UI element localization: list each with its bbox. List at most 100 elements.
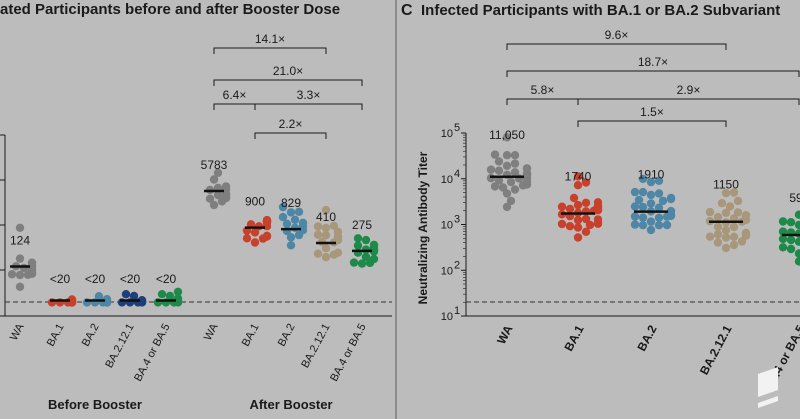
data-point-ba-2-12-1 (721, 233, 731, 242)
data-point-after-booster-wa (213, 168, 223, 177)
panel-c-title: Infected Participants with BA.1 or BA.2 … (421, 2, 780, 19)
data-point-ba-2 (638, 221, 648, 230)
panel-c-ytick-label: 10 (441, 265, 453, 277)
comparison-wa-vs-ba-1-label: 5.8× (531, 83, 555, 97)
data-point-before-booster-ba-4-or-ba-5 (173, 287, 183, 296)
data-point-after-booster-wa (221, 182, 231, 191)
data-point-ba-2 (666, 206, 676, 216)
data-point-after-booster-wa (205, 194, 215, 203)
data-point-after-booster-ba-4-or-ba-5 (369, 254, 379, 264)
data-point-wa (498, 183, 508, 192)
data-point-ba-1 (569, 193, 579, 203)
data-point-after-booster-ba-4-or-ba-5 (361, 252, 371, 262)
data-point-wa (490, 150, 500, 159)
data-point-ba-4-or-ba-5 (794, 220, 800, 230)
data-point-before-booster-ba-2 (94, 292, 104, 301)
data-point-after-booster-ba-1 (250, 228, 260, 237)
data-point-before-booster-ba-4-or-ba-5 (157, 290, 167, 299)
gmt-label-before-booster-ba-1: <20 (50, 272, 71, 286)
data-point-ba-2-12-1 (721, 226, 731, 235)
group-label-before-booster: Before Booster (48, 397, 142, 412)
comparison-ba-1-vs-ba-2-12-1-label: 2.2× (279, 117, 303, 131)
data-point-after-booster-ba-2-12-1 (321, 223, 331, 233)
data-point-ba-4-or-ba-5 (778, 227, 788, 236)
data-point-wa (490, 182, 500, 191)
data-point-ba-1 (593, 198, 603, 207)
data-point-after-booster-ba-4-or-ba-5 (353, 241, 363, 250)
data-point-after-booster-ba-1 (262, 215, 272, 225)
panel-c-ytick-label: 10 (441, 174, 453, 186)
comparison-ba-1-vs-ba-4-or-ba-5-line (577, 98, 800, 105)
data-point-after-booster-ba-2-12-1 (313, 222, 323, 231)
data-point-wa (502, 189, 512, 198)
data-point-before-booster-wa (15, 282, 25, 291)
data-point-ba-2 (638, 202, 648, 212)
data-point-wa (486, 173, 496, 183)
data-point-ba-1 (581, 227, 591, 236)
data-point-ba-4-or-ba-5 (794, 237, 800, 246)
panel-c-letter: C (401, 2, 413, 19)
data-point-after-booster-ba-2 (286, 233, 296, 242)
data-point-after-booster-ba-1 (262, 231, 272, 240)
data-point-before-booster-ba-2-12-1 (137, 296, 147, 305)
data-point-wa (510, 159, 520, 168)
data-point-ba-1 (581, 178, 591, 187)
data-point-ba-2 (666, 193, 676, 203)
data-point-wa (502, 151, 512, 160)
data-point-ba-2 (646, 199, 656, 208)
data-point-ba-2-12-1 (721, 208, 731, 217)
data-point-after-booster-wa (213, 190, 223, 200)
data-point-ba-1 (573, 181, 583, 190)
data-point-after-booster-wa (209, 175, 219, 184)
data-point-ba-2-12-1 (733, 196, 743, 206)
data-point-before-booster-ba-2-12-1 (121, 290, 131, 299)
data-point-after-booster-ba-1 (250, 238, 260, 247)
data-point-wa (486, 165, 496, 174)
data-point-after-booster-ba-4-or-ba-5 (357, 259, 367, 268)
gmt-label-after-booster-ba-2-12-1: 410 (316, 210, 336, 224)
data-point-ba-1 (573, 223, 583, 232)
data-point-ba-2-12-1 (705, 232, 715, 241)
data-point-after-booster-ba-2-12-1 (313, 230, 323, 239)
data-point-ba-2-12-1 (733, 208, 743, 217)
data-point-ba-1 (585, 220, 595, 230)
data-point-ba-1 (573, 172, 583, 181)
data-point-ba-2-12-1 (713, 212, 723, 222)
data-point-ba-4-or-ba-5 (786, 235, 796, 245)
data-point-ba-2-12-1 (729, 222, 739, 232)
data-point-ba-2 (638, 213, 648, 222)
data-point-after-booster-ba-1 (254, 222, 264, 231)
data-point-before-booster-ba-2-12-1 (129, 291, 139, 301)
data-point-after-booster-ba-2-12-1 (321, 252, 331, 262)
data-point-wa (494, 176, 504, 185)
data-point-after-booster-ba-2-12-1 (313, 249, 323, 258)
data-point-ba-4-or-ba-5 (778, 234, 788, 244)
data-point-ba-4-or-ba-5 (794, 249, 800, 258)
data-point-ba-2-12-1 (713, 230, 723, 239)
data-point-ba-1 (565, 204, 575, 214)
data-point-ba-2-12-1 (729, 232, 739, 241)
data-point-ba-2 (630, 187, 640, 197)
data-point-ba-2 (630, 212, 640, 221)
comparison-wa-vs-ba-4-or-ba-5-label: 21.0× (273, 64, 303, 78)
panel-c-ytick-exponent: 2 (454, 259, 460, 271)
data-point-ba-1 (573, 215, 583, 225)
data-point-after-booster-ba-2-12-1 (321, 205, 331, 215)
gmt-label-after-booster-ba-1: 900 (245, 195, 265, 209)
data-point-wa (494, 166, 504, 175)
comparison-ba-1-vs-ba-2-12-1-label: 1.5× (640, 105, 664, 119)
data-point-after-booster-ba-2 (278, 202, 288, 212)
data-point-wa (506, 177, 516, 187)
data-point-before-booster-wa (27, 258, 37, 267)
panel-b-title: ated Participants before and after Boost… (0, 1, 340, 18)
data-point-wa (502, 161, 512, 170)
data-point-before-booster-wa (15, 223, 25, 232)
gmt-label-before-booster-ba-2: <20 (85, 272, 106, 286)
data-point-after-booster-ba-2-12-1 (321, 231, 331, 240)
data-point-ba-2-12-1 (725, 202, 735, 211)
data-point-ba-2 (658, 196, 668, 206)
data-point-after-booster-ba-2-12-1 (321, 244, 331, 253)
comparison-ba-1-vs-ba-4-or-ba-5-line (254, 103, 363, 110)
